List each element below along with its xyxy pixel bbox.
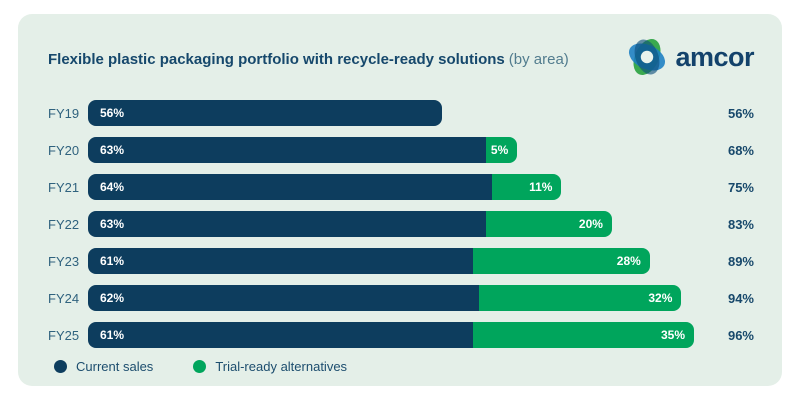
row-total: 96% (727, 327, 754, 343)
chart-rows: FY19 56% 56% FY20 63% 5% 68% FY21 64% 11… (48, 100, 754, 348)
bar-current-sales: 63% (88, 211, 486, 237)
row-label: FY21 (48, 179, 80, 195)
bar-current-sales-value: 56% (100, 106, 125, 120)
chart-title-suffix: (by area) (508, 50, 569, 68)
bar-track: 61% 28% (88, 248, 694, 274)
chart-row: FY22 63% 20% 83% (48, 211, 754, 237)
bar-trial-ready-alternatives: 35% (473, 322, 694, 348)
bar-trial-ready-value: 11% (529, 180, 553, 194)
bar-trial-ready-alternatives: 5% (485, 137, 518, 163)
bar-trial-ready-value: 28% (616, 254, 641, 268)
legend-label-current-sales: Current sales (76, 359, 154, 374)
row-label: FY19 (48, 105, 80, 121)
amcor-logo: amcor (626, 36, 754, 78)
legend-item-trial-ready: Trial-ready alternatives (193, 359, 347, 374)
chart-row: FY25 61% 35% 96% (48, 322, 754, 348)
current-sales-dot-icon (54, 360, 67, 373)
bar-current-sales-value: 61% (100, 328, 125, 342)
chart-title: Flexible plastic packaging portfolio wit… (48, 51, 569, 68)
row-label: FY24 (48, 290, 80, 306)
row-total: 94% (727, 290, 754, 306)
bar-track: 63% 20% (88, 211, 694, 237)
bar-trial-ready-value: 20% (578, 217, 603, 231)
bar-current-sales: 61% (88, 322, 474, 348)
bar-trial-ready-value: 32% (648, 291, 673, 305)
chart-title-main: Flexible plastic packaging portfolio wit… (48, 50, 505, 68)
chart-row: FY21 64% 11% 75% (48, 174, 754, 200)
legend-item-current-sales: Current sales (54, 359, 153, 374)
legend-label-trial-ready: Trial-ready alternatives (215, 359, 348, 374)
bar-trial-ready-alternatives: 20% (485, 211, 612, 237)
row-total: 75% (727, 179, 754, 195)
bar-current-sales: 64% (88, 174, 492, 200)
row-label: FY20 (48, 142, 80, 158)
bar-track: 61% 35% (88, 322, 694, 348)
row-total: 83% (727, 216, 754, 232)
chart-row: FY24 62% 32% 94% (48, 285, 754, 311)
chart-row: FY19 56% 56% (48, 100, 754, 126)
bar-trial-ready-alternatives: 11% (492, 174, 562, 200)
row-total: 68% (727, 142, 754, 158)
row-label: FY23 (48, 253, 80, 269)
bar-track: 64% 11% (88, 174, 694, 200)
header: Flexible plastic packaging portfolio wit… (48, 34, 754, 84)
chart-row: FY20 63% 5% 68% (48, 137, 754, 163)
bar-track: 56% (88, 100, 694, 126)
bar-track: 63% 5% (88, 137, 694, 163)
bar-trial-ready-alternatives: 28% (473, 248, 650, 274)
bar-current-sales-value: 63% (100, 217, 125, 231)
bar-track: 62% 32% (88, 285, 694, 311)
bar-trial-ready-value: 5% (490, 143, 509, 157)
bar-trial-ready-alternatives: 32% (479, 285, 682, 311)
chart-row: FY23 61% 28% 89% (48, 248, 754, 274)
bar-current-sales: 63% (88, 137, 486, 163)
bar-current-sales-value: 64% (100, 180, 125, 194)
chart-card: Flexible plastic packaging portfolio wit… (18, 14, 782, 386)
amcor-wordmark: amcor (675, 41, 754, 72)
bar-current-sales-value: 63% (100, 143, 125, 157)
trial-ready-dot-icon (193, 360, 207, 373)
row-total: 56% (727, 105, 754, 121)
bar-current-sales: 62% (88, 285, 480, 311)
amcor-swirl-icon (629, 38, 666, 76)
legend: Current sales Trial-ready alternatives (48, 359, 754, 374)
row-label: FY25 (48, 327, 80, 343)
bar-current-sales: 61% (88, 248, 474, 274)
row-label: FY22 (48, 216, 80, 232)
bar-current-sales-value: 61% (100, 254, 125, 268)
bar-current-sales: 56% (88, 100, 442, 126)
bar-current-sales-value: 62% (100, 291, 125, 305)
bar-trial-ready-value: 35% (660, 328, 685, 342)
row-total: 89% (727, 253, 754, 269)
